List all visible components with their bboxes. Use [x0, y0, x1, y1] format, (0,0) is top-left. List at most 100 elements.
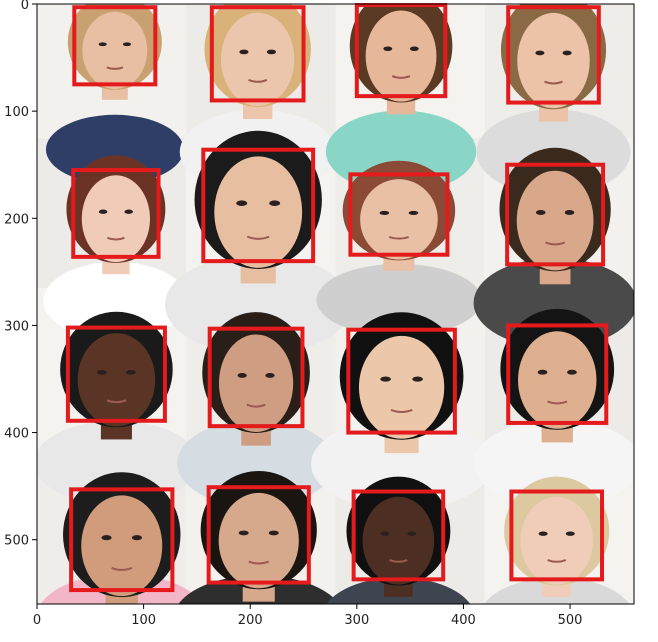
- face-portrait: [310, 312, 493, 511]
- face-portrait: [45, 4, 184, 185]
- mouth: [388, 236, 409, 240]
- right-eye: [408, 210, 419, 215]
- right-eye: [567, 369, 577, 375]
- left-eye: [379, 210, 390, 215]
- mouth: [547, 400, 568, 405]
- right-eye: [409, 46, 419, 52]
- mouth: [106, 66, 124, 70]
- x-tick-label: 300: [344, 613, 369, 628]
- face-portrait: [473, 147, 634, 348]
- left-eye: [535, 210, 546, 216]
- face: [81, 175, 151, 263]
- face-portrait: [473, 308, 634, 508]
- shirt: [45, 114, 184, 185]
- x-tick-label: 400: [451, 613, 476, 628]
- face-bounding-box: [206, 485, 311, 585]
- face-portrait: [316, 160, 482, 337]
- face-bounding-box: [69, 487, 175, 593]
- face-bounding-box: [72, 5, 158, 87]
- y-tick-label: 0: [21, 0, 29, 13]
- right-eye: [122, 42, 132, 47]
- right-eye: [124, 209, 133, 214]
- face: [518, 331, 597, 429]
- left-eye: [101, 535, 112, 541]
- face: [360, 179, 438, 260]
- face-bounding-box: [346, 327, 457, 435]
- face-bounding-box: [505, 162, 606, 267]
- mouth: [389, 559, 408, 563]
- face: [218, 334, 294, 432]
- face: [517, 12, 590, 109]
- face-bounding-box: [506, 323, 609, 425]
- right-eye: [266, 49, 277, 55]
- mouth: [106, 399, 127, 404]
- left-eye: [98, 209, 108, 214]
- left-eye: [97, 369, 107, 375]
- x-tick-label: 200: [238, 613, 263, 628]
- y-tick-label: 500: [4, 534, 29, 549]
- face: [520, 496, 593, 585]
- left-eye: [239, 49, 249, 55]
- face-bounding-box: [509, 489, 605, 582]
- mouth: [390, 409, 413, 413]
- face: [221, 12, 295, 107]
- face-portrait: [484, 476, 630, 604]
- face-bounding-box: [506, 5, 601, 105]
- mouth: [547, 559, 567, 563]
- y-tick-label: 200: [4, 212, 29, 227]
- face-bounding-box: [209, 5, 306, 103]
- y-tick-label: 400: [4, 427, 29, 442]
- face-portrait: [43, 155, 189, 341]
- right-eye: [412, 376, 423, 382]
- mouth: [248, 78, 268, 83]
- x-tick-label: 0: [33, 613, 41, 628]
- face-portrait: [37, 311, 199, 505]
- face: [365, 10, 437, 102]
- face: [82, 11, 148, 89]
- right-eye: [265, 373, 275, 378]
- shirt: [316, 263, 482, 337]
- face: [77, 333, 156, 427]
- face: [218, 492, 299, 589]
- shirt: [43, 261, 189, 341]
- mouth: [544, 80, 563, 85]
- left-eye: [238, 530, 249, 536]
- shirt: [310, 417, 493, 511]
- face-bounding-box: [354, 3, 448, 99]
- face: [358, 335, 445, 439]
- face: [214, 156, 303, 268]
- y-tick-label: 100: [4, 105, 29, 120]
- mouth: [248, 560, 270, 565]
- face-bounding-box: [201, 147, 316, 264]
- right-eye: [565, 531, 575, 536]
- face-bounding-box: [207, 326, 305, 429]
- right-eye: [131, 535, 143, 541]
- left-eye: [538, 531, 548, 536]
- right-eye: [126, 369, 136, 375]
- right-eye: [564, 210, 575, 216]
- mouth: [111, 566, 133, 571]
- right-eye: [268, 530, 279, 536]
- shirt: [37, 420, 199, 505]
- mouth: [246, 403, 266, 408]
- left-eye: [380, 531, 390, 536]
- face-portrait: [40, 472, 203, 604]
- face-portrait: [326, 476, 471, 604]
- left-eye: [380, 376, 391, 382]
- left-eye: [237, 373, 247, 378]
- face-portrait: [178, 471, 340, 604]
- left-eye: [537, 369, 548, 375]
- right-eye: [562, 50, 572, 56]
- mouth: [246, 235, 270, 240]
- right-eye: [407, 531, 417, 536]
- face: [516, 170, 594, 271]
- x-tick-label: 100: [131, 613, 156, 628]
- face: [81, 495, 163, 597]
- mouth: [545, 241, 566, 246]
- shirt: [473, 419, 634, 508]
- face-bounding-box: [71, 168, 161, 259]
- left-eye: [236, 200, 248, 206]
- right-eye: [269, 200, 281, 206]
- left-eye: [535, 50, 545, 56]
- y-tick-label: 300: [4, 319, 29, 334]
